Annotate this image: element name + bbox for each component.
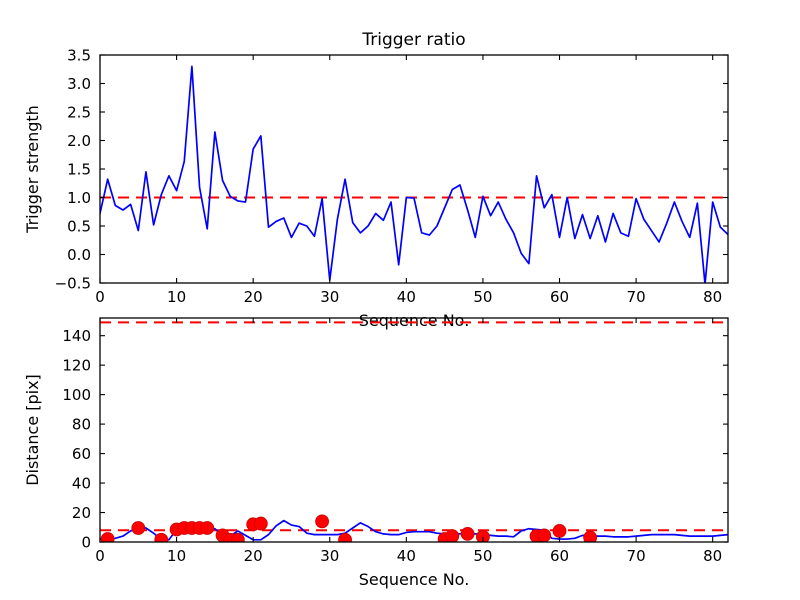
outlier-marker <box>338 532 352 542</box>
plot-area <box>100 65 728 283</box>
x-tick-label: 20 <box>244 547 263 565</box>
y-tick-label: 3.0 <box>67 75 91 93</box>
y-tick-label: 40 <box>72 475 91 493</box>
marker-group <box>100 514 598 542</box>
outlier-marker <box>100 532 115 542</box>
plot-area <box>100 321 728 542</box>
y-tick-label: 1.5 <box>67 161 91 179</box>
axes-frame <box>99 317 729 543</box>
outlier-marker <box>315 514 330 529</box>
x-axis-label: Sequence No. <box>359 570 470 589</box>
outlier-marker <box>230 532 245 542</box>
y-tick-label: 0.5 <box>67 218 91 236</box>
outlier-marker <box>460 526 475 541</box>
plot-title: Trigger ratio <box>361 30 465 50</box>
y-tick-label: 20 <box>72 504 91 522</box>
x-tick-label: 30 <box>320 547 339 565</box>
y-axis-label: Trigger strength <box>23 105 42 234</box>
outlier-marker <box>552 524 567 538</box>
x-tick-label: 80 <box>703 547 722 565</box>
x-tick-label: 20 <box>244 288 263 306</box>
outlier-marker <box>131 521 146 535</box>
y-tick-label: 140 <box>62 327 91 345</box>
x-tick-label: 60 <box>550 288 569 306</box>
y-tick-label: 2.5 <box>67 104 91 122</box>
outlier-marker <box>200 521 215 535</box>
x-tick-label: 70 <box>627 547 646 565</box>
x-tick-label: 0 <box>95 547 105 565</box>
trigger-ratio-plot: 0 10 20 30 40 50 60 70 80 −0.5 0.0 0.5 1.0 1.5 2.0 2.5 3… <box>23 30 729 330</box>
y-tick-label: 100 <box>62 386 91 404</box>
y-axis-label: Distance [pix] <box>23 374 42 486</box>
distance-plot: 0 10 20 30 40 50 60 70 80 0 20 40 60 80 100 120 140 Seque… <box>23 317 729 589</box>
outlier-marker <box>445 529 460 542</box>
x-tick-label: 40 <box>397 547 416 565</box>
y-tick-label: 60 <box>72 445 91 463</box>
outlier-marker <box>583 530 598 542</box>
x-tick-label: 50 <box>473 288 492 306</box>
outlier-marker <box>253 516 268 531</box>
y-tick-label: 2.0 <box>67 132 91 150</box>
axes-frame <box>99 54 729 284</box>
x-tick-label: 0 <box>95 288 105 306</box>
x-tick-label: 40 <box>397 288 416 306</box>
x-tick-label: 10 <box>167 547 186 565</box>
outlier-marker <box>537 528 552 542</box>
y-tick-label: 1.0 <box>67 189 91 207</box>
y-tick-label: 120 <box>62 357 91 375</box>
y-tick-label: 0 <box>81 534 91 552</box>
x-tick-label: 50 <box>473 547 492 565</box>
data-series-0 <box>100 65 728 283</box>
x-tick-label: 70 <box>627 288 646 306</box>
x-tick-label: 80 <box>703 288 722 306</box>
x-tick-label: 60 <box>550 547 569 565</box>
x-tick-label: 30 <box>320 288 339 306</box>
y-tick-label: −0.5 <box>55 275 91 293</box>
y-tick-label: 0.0 <box>67 246 91 264</box>
outlier-marker <box>154 532 169 542</box>
x-axis-label: Sequence No. <box>359 311 470 330</box>
y-tick-label: 3.5 <box>67 47 91 65</box>
outlier-marker <box>476 529 490 542</box>
x-tick-label: 10 <box>167 288 186 306</box>
y-tick-label: 80 <box>72 416 91 434</box>
